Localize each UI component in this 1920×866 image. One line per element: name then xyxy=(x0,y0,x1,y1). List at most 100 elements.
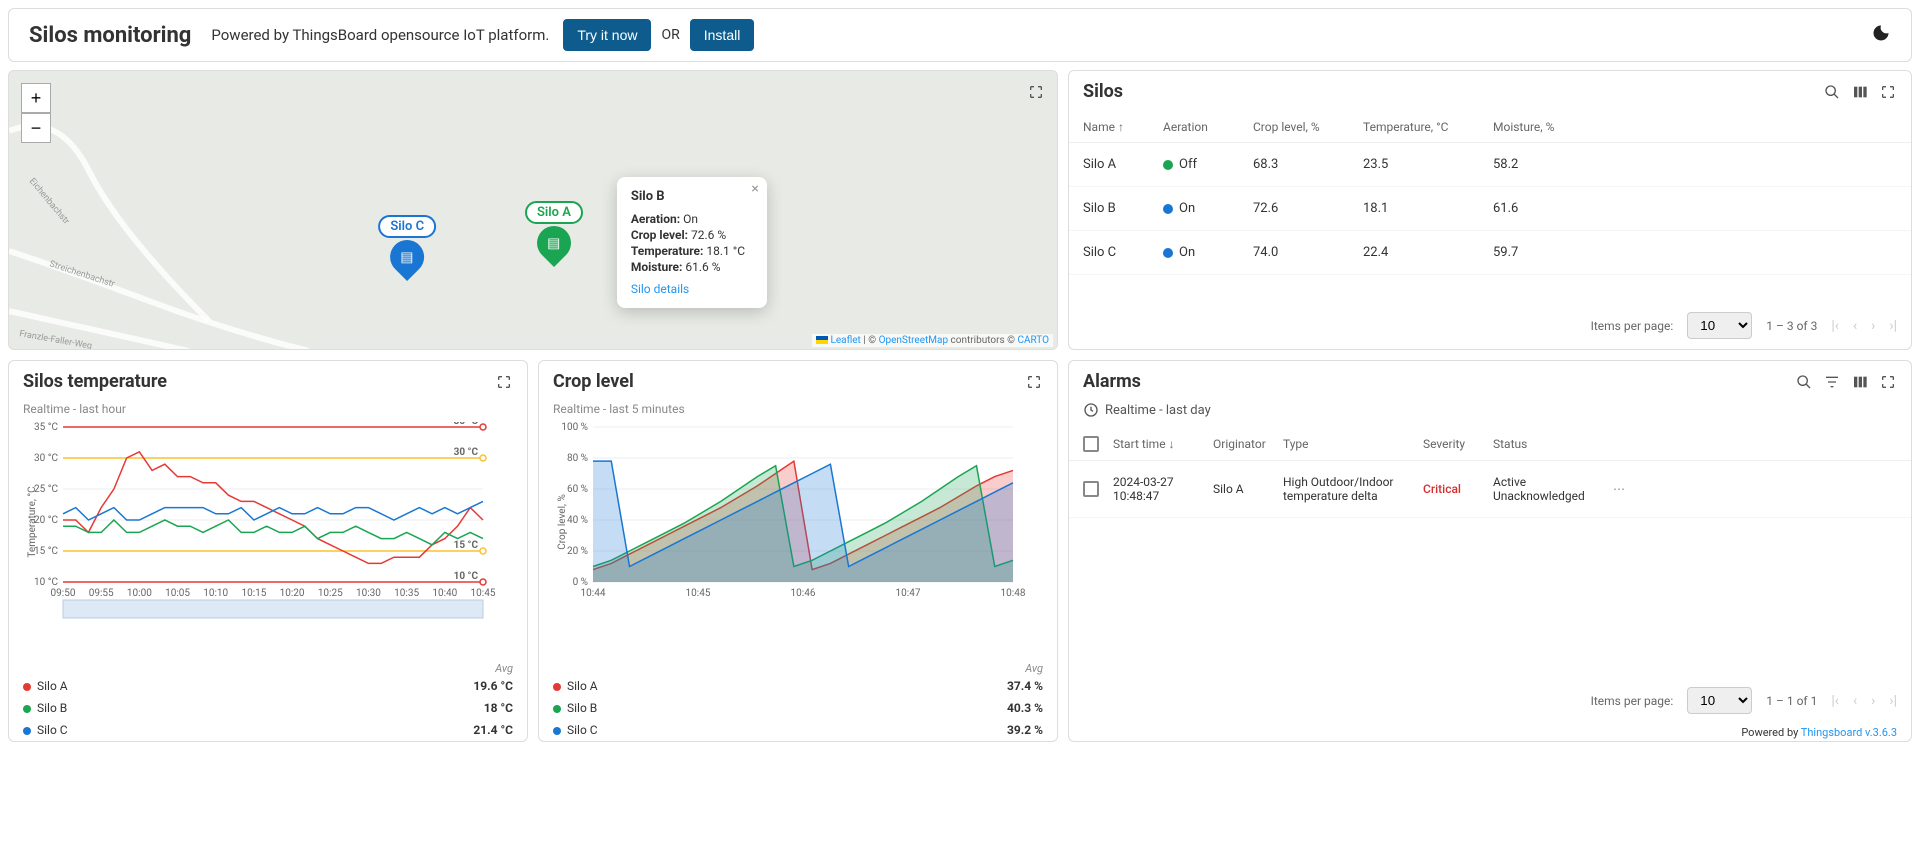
first-page-button[interactable]: |‹ xyxy=(1831,318,1839,334)
map-marker-silo-a[interactable]: Silo A ▤ xyxy=(525,201,583,260)
table-row[interactable]: Silo B On 72.6 18.1 61.6 xyxy=(1069,187,1911,231)
leaflet-link[interactable]: Leaflet xyxy=(830,335,860,346)
fullscreen-icon[interactable] xyxy=(1025,373,1043,391)
marker-label: Silo C xyxy=(378,215,436,238)
topbar: Silos monitoring Powered by ThingsBoard … xyxy=(8,8,1912,62)
svg-text:10:20: 10:20 xyxy=(280,588,305,599)
svg-text:10:25: 10:25 xyxy=(318,588,343,599)
svg-text:Crop level, %: Crop level, % xyxy=(557,494,568,550)
silo-details-link[interactable]: Silo details xyxy=(631,282,753,296)
table-row[interactable]: Silo A Off 68.3 23.5 58.2 xyxy=(1069,143,1911,187)
zoom-out-button[interactable]: − xyxy=(21,113,51,143)
col-header[interactable]: Crop level, % xyxy=(1253,120,1363,134)
col-header[interactable]: Moisture, % xyxy=(1493,120,1593,134)
legend-item[interactable]: Silo A37.4 % xyxy=(539,675,1057,697)
fullscreen-icon[interactable] xyxy=(1879,373,1897,391)
page-size-select[interactable]: 10 xyxy=(1687,312,1752,339)
last-page-button[interactable]: ›| xyxy=(1889,318,1897,334)
search-icon[interactable] xyxy=(1795,373,1813,391)
legend-item[interactable]: Silo A19.6 °C xyxy=(9,675,527,697)
legend-item[interactable]: Silo B40.3 % xyxy=(539,697,1057,719)
col-header[interactable]: Severity xyxy=(1423,437,1493,451)
cell-sev: Critical xyxy=(1423,482,1493,496)
popup-row: Moisture: 61.6 % xyxy=(631,260,753,274)
map-marker-silo-c[interactable]: Silo C ▤ xyxy=(378,215,436,274)
cell-moist: 61.6 xyxy=(1493,201,1593,216)
popup-row: Temperature: 18.1 °C xyxy=(631,244,753,258)
svg-text:30 °C: 30 °C xyxy=(454,447,479,458)
osm-link[interactable]: OpenStreetMap xyxy=(879,335,949,346)
try-button[interactable]: Try it now xyxy=(563,19,651,51)
col-header[interactable]: Originator xyxy=(1213,437,1283,451)
alarm-row[interactable]: 2024-03-27 10:48:47 Silo A High Outdoor/… xyxy=(1069,461,1911,518)
legend-item[interactable]: Silo C39.2 % xyxy=(539,719,1057,741)
carto-link[interactable]: CARTO xyxy=(1017,335,1049,346)
prev-page-button[interactable]: ‹ xyxy=(1853,693,1857,709)
svg-text:09:55: 09:55 xyxy=(89,588,114,599)
cell-moist: 59.7 xyxy=(1493,245,1593,260)
columns-icon[interactable] xyxy=(1851,83,1869,101)
alarms-header: Start time ↓OriginatorTypeSeverityStatus xyxy=(1069,428,1911,461)
row-checkbox[interactable] xyxy=(1083,481,1099,497)
cell-name: Silo C xyxy=(1083,245,1163,260)
silos-card: Silos Name ↑AerationCrop level, %Tempera… xyxy=(1068,70,1912,350)
legend-item[interactable]: Silo C21.4 °C xyxy=(9,719,527,741)
cell-aeration: Off xyxy=(1163,157,1253,172)
fullscreen-icon[interactable] xyxy=(1879,83,1897,101)
map-attribution: Leaflet | © OpenStreetMap contributors ©… xyxy=(812,334,1053,347)
zoom-in-button[interactable]: + xyxy=(21,83,51,113)
svg-text:10:46: 10:46 xyxy=(791,588,816,599)
alarms-title: Alarms xyxy=(1083,371,1141,392)
crop-chart[interactable]: 0 %20 %40 %60 %80 %100 %Crop level, %10:… xyxy=(553,422,1043,622)
col-header[interactable]: Type xyxy=(1283,437,1423,451)
last-page-button[interactable]: ›| xyxy=(1889,693,1897,709)
version-link[interactable]: Thingsboard v.3.6.3 xyxy=(1801,726,1897,739)
more-icon[interactable]: ⋯ xyxy=(1613,482,1633,496)
svg-text:10:44: 10:44 xyxy=(581,588,606,599)
prev-page-button[interactable]: ‹ xyxy=(1853,318,1857,334)
col-header[interactable]: Aeration xyxy=(1163,120,1253,134)
theme-toggle-icon[interactable] xyxy=(1871,23,1891,48)
col-header[interactable]: Start time ↓ xyxy=(1113,437,1213,451)
col-header[interactable]: Temperature, °C xyxy=(1363,120,1493,134)
next-page-button[interactable]: › xyxy=(1871,693,1875,709)
popup-row: Crop level: 72.6 % xyxy=(631,228,753,242)
col-header[interactable]: Status xyxy=(1493,437,1613,451)
fullscreen-icon[interactable] xyxy=(495,373,513,391)
pager-label: Items per page: xyxy=(1591,319,1674,333)
cell-crop: 68.3 xyxy=(1253,157,1363,172)
alarms-subtitle: Realtime - last day xyxy=(1069,402,1911,428)
pager-label: Items per page: xyxy=(1591,694,1674,708)
avg-label: Avg xyxy=(539,662,1057,675)
svg-text:80 %: 80 % xyxy=(567,453,588,464)
svg-text:100 %: 100 % xyxy=(561,422,588,433)
time-brush[interactable] xyxy=(63,600,483,618)
first-page-button[interactable]: |‹ xyxy=(1831,693,1839,709)
temp-chart[interactable]: 10 °C15 °C20 °C25 °C30 °C35 °CTemperatur… xyxy=(23,422,513,622)
temp-card: Silos temperature Realtime - last hour 1… xyxy=(8,360,528,742)
cell-aeration: On xyxy=(1163,201,1253,216)
svg-text:0 %: 0 % xyxy=(573,577,588,588)
legend-item[interactable]: Silo B18 °C xyxy=(9,697,527,719)
next-page-button[interactable]: › xyxy=(1871,318,1875,334)
page-size-select[interactable]: 10 xyxy=(1687,687,1752,714)
svg-text:35 °C: 35 °C xyxy=(34,422,58,433)
install-button[interactable]: Install xyxy=(690,19,755,51)
filter-icon[interactable] xyxy=(1823,373,1841,391)
fullscreen-icon[interactable] xyxy=(1027,83,1045,101)
close-icon[interactable]: × xyxy=(751,181,758,197)
columns-icon[interactable] xyxy=(1851,373,1869,391)
svg-text:10:45: 10:45 xyxy=(686,588,711,599)
svg-text:60 %: 60 % xyxy=(567,484,588,495)
silos-header: Name ↑AerationCrop level, %Temperature, … xyxy=(1069,112,1911,143)
table-row[interactable]: Silo C On 74.0 22.4 59.7 xyxy=(1069,231,1911,275)
svg-text:35 °C: 35 °C xyxy=(454,422,479,427)
temp-title: Silos temperature xyxy=(23,371,167,392)
col-header[interactable]: Name ↑ xyxy=(1083,120,1163,134)
search-icon[interactable] xyxy=(1823,83,1841,101)
select-all-checkbox[interactable] xyxy=(1083,436,1099,452)
cell-crop: 74.0 xyxy=(1253,245,1363,260)
cell-aeration: On xyxy=(1163,245,1253,260)
or-text: OR xyxy=(661,27,679,43)
svg-text:10 °C: 10 °C xyxy=(34,577,58,588)
